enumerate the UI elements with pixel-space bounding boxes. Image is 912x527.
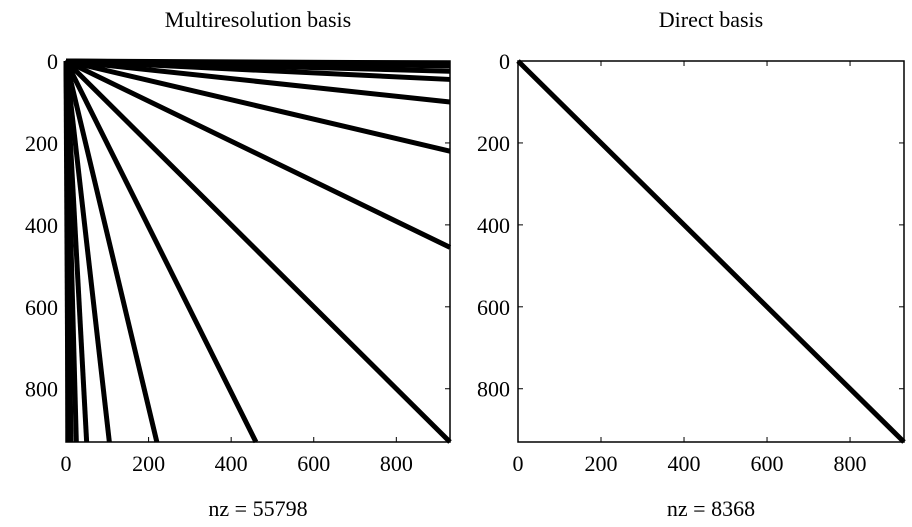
plot-frame (517, 60, 905, 443)
x-tick-label: 0 (513, 451, 524, 476)
nonzero-band (63, 60, 112, 443)
nonzero-band (64, 58, 452, 250)
nonzero-band (63, 59, 259, 444)
x-tick-label: 400 (215, 451, 248, 476)
x-tick-label: 200 (585, 451, 618, 476)
x-tick-label: 800 (834, 451, 867, 476)
y-tick-label: 0 (499, 49, 510, 74)
chart-title: Direct basis (659, 7, 763, 32)
y-tick-label: 600 (25, 295, 58, 320)
nonzero-band (63, 60, 160, 443)
y-axis-ticks: 0 200 400 600 800 (477, 49, 904, 402)
nonzero-band (65, 58, 451, 105)
x-tick-label: 200 (132, 451, 165, 476)
panel-multiresolution: Multiresolution basis 0 200 400 600 800 0 200… (25, 7, 452, 521)
y-tick-label: 600 (477, 295, 510, 320)
x-tick-label: 400 (668, 451, 701, 476)
x-axis-label: nz = 55798 (208, 496, 307, 521)
x-tick-label: 600 (751, 451, 784, 476)
x-tick-label: 800 (380, 451, 413, 476)
nonzero-pattern (63, 58, 452, 444)
nonzero-pattern (516, 59, 906, 444)
y-tick-label: 400 (25, 213, 58, 238)
y-tick-label: 0 (47, 49, 58, 74)
y-tick-label: 400 (477, 213, 510, 238)
nonzero-band (64, 59, 452, 444)
x-tick-label: 0 (61, 451, 72, 476)
chart-title: Multiresolution basis (165, 7, 351, 32)
nonzero-band (516, 59, 906, 444)
nonzero-band (65, 58, 451, 82)
y-tick-label: 200 (25, 131, 58, 156)
nonzero-band (65, 58, 451, 154)
y-tick-label: 200 (477, 131, 510, 156)
plot-frame (65, 60, 451, 443)
y-axis-ticks: 0 200 400 600 800 (25, 49, 450, 402)
x-axis-label: nz = 8368 (667, 496, 755, 521)
panel-direct: Direct basis 0 200 400 600 800 0 200 400 600 800… (477, 7, 906, 521)
y-tick-label: 800 (25, 377, 58, 402)
x-axis-ticks: 0 200 400 600 800 (513, 61, 867, 476)
y-tick-label: 800 (477, 377, 510, 402)
x-tick-label: 600 (297, 451, 330, 476)
x-axis-ticks: 0 200 400 600 800 (61, 61, 413, 476)
